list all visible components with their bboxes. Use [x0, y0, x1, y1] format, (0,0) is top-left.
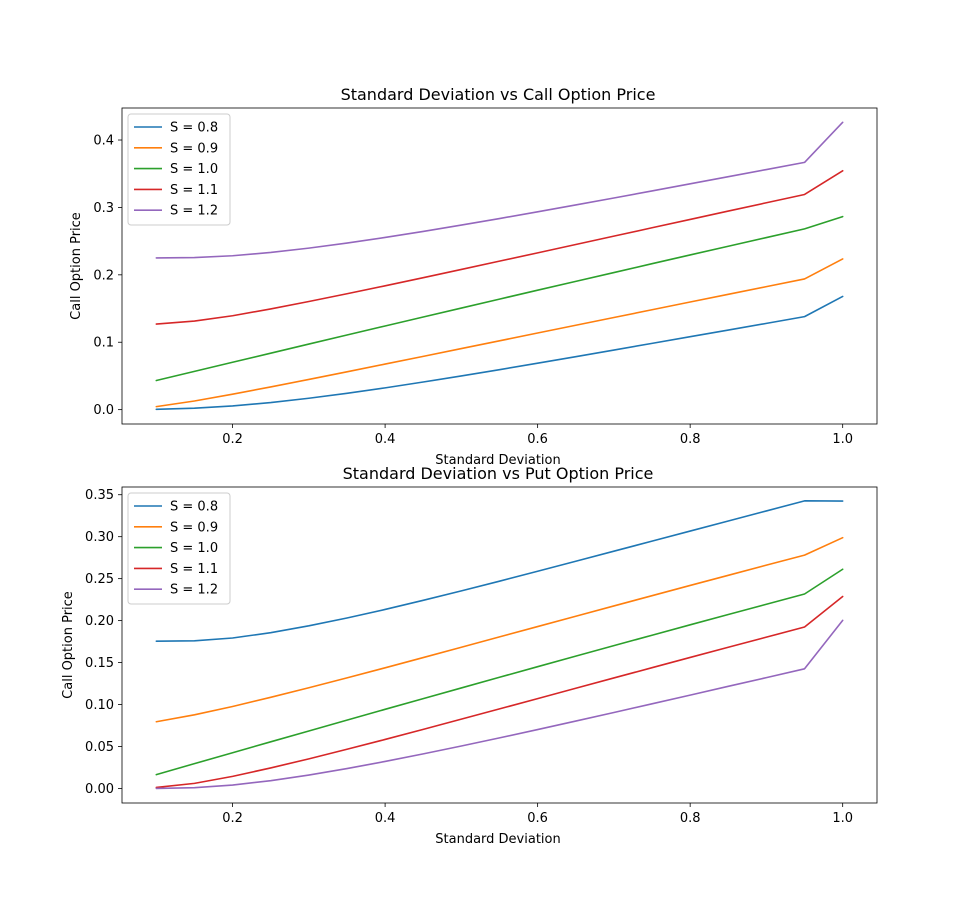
call-y-tick-label: 0.3	[93, 201, 114, 216]
call-x-tick-label: 0.6	[527, 432, 548, 447]
call-series-line-3	[155, 215, 844, 382]
put-series-line-1	[155, 500, 844, 642]
call-legend-label: S = 0.9	[170, 141, 218, 156]
call-plot-area	[122, 108, 877, 424]
call-series-line-4	[155, 169, 844, 325]
call-x-tick-label: 0.4	[375, 432, 396, 447]
put-x-tick-label: 1.0	[832, 811, 853, 826]
put-y-tick-label: 0.25	[85, 572, 114, 587]
put-y-tick-label: 0.05	[85, 740, 114, 755]
put-series-lines	[155, 500, 844, 790]
put-legend-label: S = 1.2	[170, 583, 218, 598]
put-series-line-2	[155, 536, 844, 723]
call-chart-title: Standard Deviation vs Call Option Price	[341, 85, 656, 104]
put-y-ticks: 0.00 0.05 0.10 0.15 0.20 0.25 0.30 0.35	[85, 488, 122, 797]
call-legend-box	[127, 113, 231, 226]
put-series-line-3	[155, 568, 844, 776]
call-series-line-1	[155, 295, 844, 411]
put-plot-area	[122, 487, 877, 803]
put-series-line-4	[155, 595, 844, 789]
call-y-tick-label: 0.2	[93, 268, 114, 283]
call-x-tick-label: 1.0	[832, 432, 853, 447]
put-y-tick-label: 0.15	[85, 656, 114, 671]
put-legend-label: S = 1.0	[170, 541, 218, 556]
put-y-axis-label: Call Option Price	[61, 591, 76, 699]
put-y-tick-label: 0.20	[85, 614, 114, 629]
call-x-tick-label: 0.8	[680, 432, 701, 447]
call-x-axis-label: Standard Deviation	[435, 453, 560, 468]
put-y-tick-label: 0.35	[85, 488, 114, 503]
put-series-line-5	[155, 619, 844, 790]
put-y-tick-label: 0.00	[85, 782, 114, 797]
put-x-tick-label: 0.8	[680, 811, 701, 826]
put-x-tick-label: 0.4	[375, 811, 396, 826]
put-axes-frame	[121, 486, 878, 804]
put-legend-label: S = 0.9	[170, 520, 218, 535]
put-x-tick-label: 0.6	[527, 811, 548, 826]
call-series-lines	[155, 121, 844, 411]
call-axes-frame	[121, 107, 878, 425]
put-chart-title: Standard Deviation vs Put Option Price	[343, 464, 654, 483]
put-x-ticks: 0.2 0.4 0.6 0.8 1.0	[222, 803, 853, 826]
call-legend-label: S = 1.1	[170, 183, 218, 198]
call-y-axis-label: Call Option Price	[69, 212, 84, 320]
call-x-ticks: 0.2 0.4 0.6 0.8 1.0	[222, 424, 853, 447]
call-series-line-2	[155, 258, 844, 408]
call-legend-label: S = 0.8	[170, 121, 218, 136]
put-price-subplot: Standard Deviation vs Put Option Price 0…	[61, 464, 878, 847]
call-price-subplot: Standard Deviation vs Call Option Price …	[69, 85, 878, 468]
put-legend-label: S = 1.1	[170, 562, 218, 577]
put-x-tick-label: 0.2	[222, 811, 243, 826]
call-legend: S = 0.8 S = 0.9 S = 1.0 S = 1.1 S = 1.2	[127, 113, 231, 226]
call-series-line-5	[155, 121, 844, 259]
put-y-tick-label: 0.30	[85, 530, 114, 545]
call-legend-label: S = 1.2	[170, 204, 218, 219]
put-legend-box	[127, 492, 231, 605]
call-legend-label: S = 1.0	[170, 162, 218, 177]
put-y-tick-label: 0.10	[85, 698, 114, 713]
call-y-tick-label: 0.0	[93, 403, 114, 418]
call-y-tick-label: 0.4	[93, 134, 114, 149]
call-y-tick-label: 0.1	[93, 336, 114, 351]
call-y-ticks: 0.0 0.1 0.2 0.3 0.4	[93, 134, 122, 418]
put-legend: S = 0.8 S = 0.9 S = 1.0 S = 1.1 S = 1.2	[127, 492, 231, 605]
put-legend-label: S = 0.8	[170, 500, 218, 515]
call-x-tick-label: 0.2	[222, 432, 243, 447]
put-x-axis-label: Standard Deviation	[435, 832, 560, 847]
